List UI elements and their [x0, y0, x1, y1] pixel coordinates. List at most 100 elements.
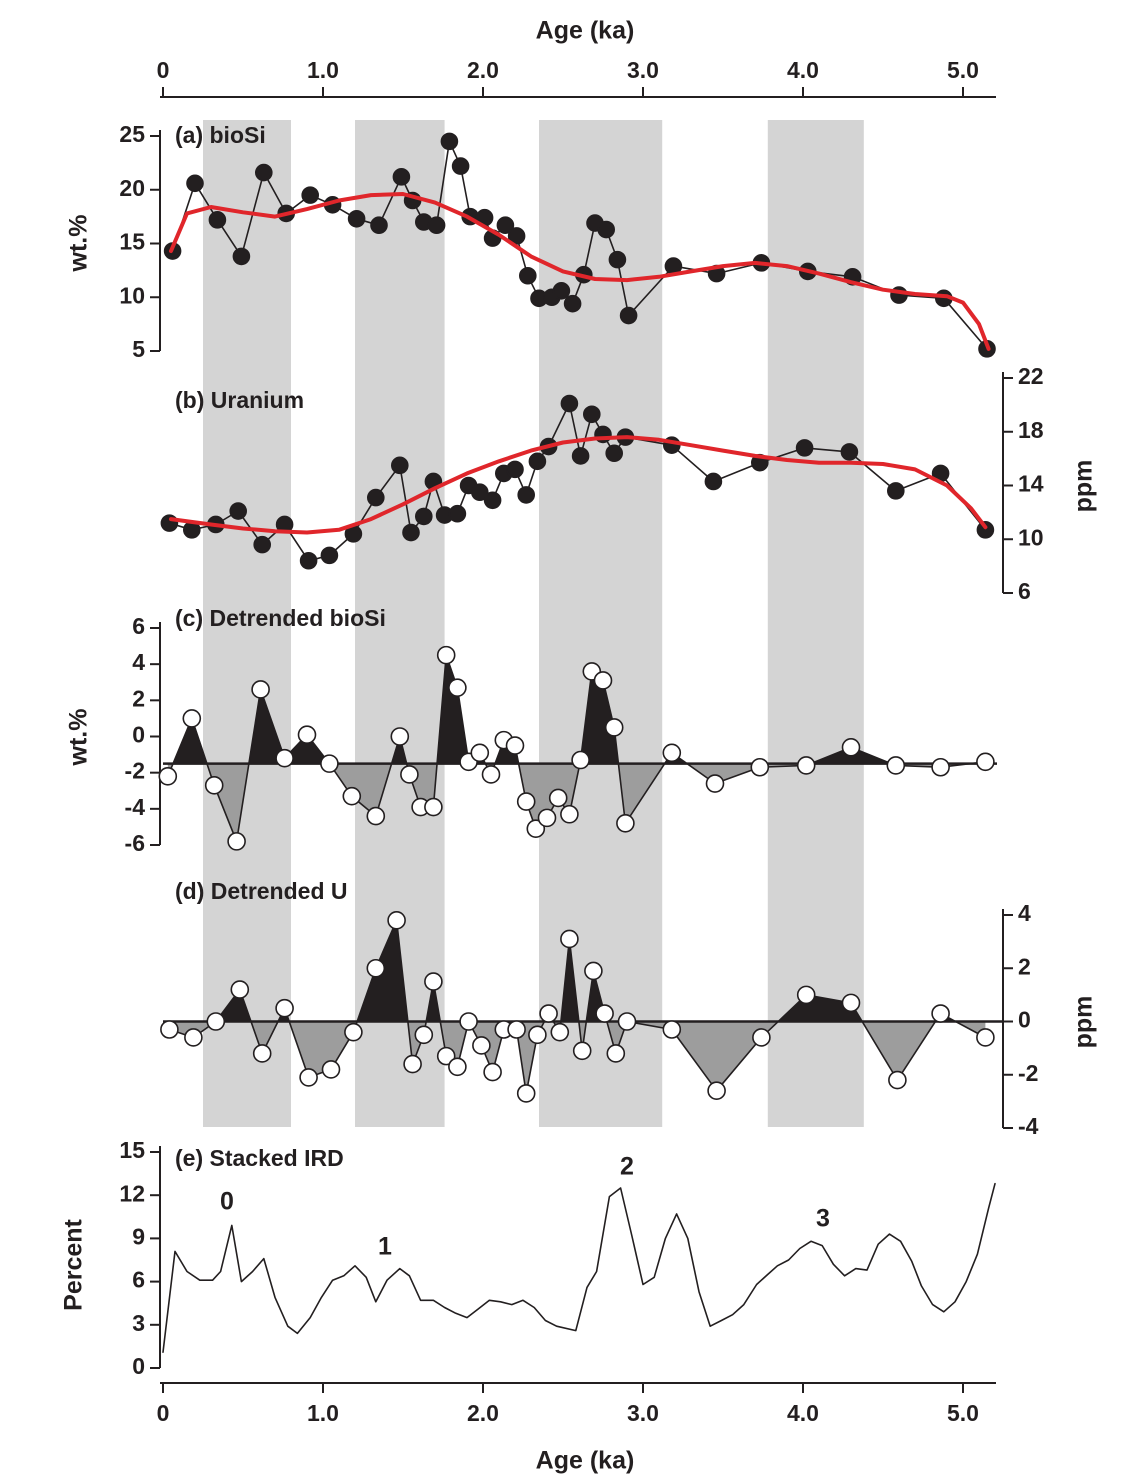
- x-tick-label: 1.0: [307, 1400, 339, 1426]
- data-point: [208, 211, 227, 229]
- data-point: [160, 514, 179, 532]
- data-point: [517, 486, 536, 504]
- y-tick-label: 9: [132, 1223, 145, 1249]
- data-point: [448, 678, 467, 697]
- y-tick-label: -6: [125, 830, 145, 856]
- data-point: [539, 1004, 558, 1023]
- y-tick-label: 20: [119, 175, 145, 201]
- x-tick-label: 5.0: [947, 57, 979, 83]
- data-point: [344, 1022, 363, 1042]
- y-tick-label: 0: [132, 1353, 145, 1379]
- data-point: [232, 247, 251, 266]
- data-point: [392, 168, 411, 186]
- data-point: [436, 1046, 456, 1066]
- panel-title: (e) Stacked IRD: [175, 1145, 344, 1171]
- data-point: [888, 1070, 907, 1090]
- y-tick-label: 4: [132, 649, 145, 675]
- y-axis-title: ppm: [1070, 996, 1098, 1049]
- data-point: [707, 1081, 726, 1101]
- y-tick-label: 12: [119, 1180, 145, 1206]
- data-point: [552, 281, 571, 300]
- data-point: [606, 1044, 626, 1063]
- x-tick-label: 0: [157, 57, 170, 83]
- y-tick-label: -4: [1018, 1113, 1039, 1139]
- data-point: [448, 1057, 467, 1077]
- data-point: [390, 456, 409, 475]
- data-point: [526, 819, 546, 839]
- y-axis-title: wt.%: [65, 215, 93, 273]
- data-point: [251, 680, 270, 699]
- annotation: 3: [816, 1205, 830, 1233]
- data-point: [931, 757, 950, 777]
- x-tick-label: 5.0: [947, 1400, 979, 1426]
- data-point: [299, 551, 318, 570]
- data-point: [507, 1020, 526, 1039]
- y-tick-label: 10: [119, 282, 145, 308]
- data-point: [414, 1025, 434, 1045]
- data-point: [342, 786, 362, 806]
- y-tick-label: 6: [1018, 578, 1031, 604]
- data-point: [186, 174, 204, 193]
- y-tick-label: 3: [132, 1310, 145, 1336]
- y-tick-label: 10: [1018, 524, 1044, 550]
- data-point: [347, 209, 366, 228]
- data-point: [182, 709, 202, 728]
- panel-title: (c) Detrended bioSi: [175, 605, 386, 631]
- y-tick-label: 2: [132, 685, 145, 711]
- data-point: [436, 645, 456, 665]
- data-point: [608, 250, 627, 269]
- data-point: [424, 972, 443, 991]
- data-point: [448, 504, 467, 523]
- data-point: [414, 507, 433, 526]
- data-point: [366, 958, 386, 978]
- data-point: [470, 743, 490, 763]
- y-tick-label: -2: [125, 758, 145, 784]
- data-point: [320, 754, 339, 773]
- x-tick-label: 3.0: [627, 1400, 659, 1426]
- data-point: [483, 491, 502, 510]
- data-point: [496, 216, 515, 235]
- data-point: [387, 911, 406, 930]
- y-tick-label: 5: [132, 336, 145, 362]
- x-axis-title: Age (ka): [536, 17, 635, 45]
- data-point: [301, 186, 320, 204]
- data-point: [750, 757, 770, 777]
- data-point: [572, 1041, 592, 1061]
- data-point: [253, 535, 272, 554]
- panel-title: (d) Detrended U: [175, 878, 348, 904]
- x-tick-label: 4.0: [787, 57, 819, 83]
- data-point: [451, 157, 470, 175]
- y-tick-label: 6: [132, 1267, 145, 1293]
- data-point: [976, 752, 995, 772]
- data-point: [752, 1028, 771, 1047]
- x-tick-label: 2.0: [467, 1400, 499, 1426]
- annotation: 2: [620, 1153, 634, 1181]
- panel-title: (b) Uranium: [175, 387, 304, 413]
- y-tick-label: 2: [1018, 953, 1031, 979]
- data-point: [537, 808, 557, 828]
- shaded-interval: [203, 120, 291, 1127]
- y-tick-label: 18: [1018, 417, 1044, 443]
- data-point: [206, 1012, 226, 1031]
- data-point: [470, 483, 489, 502]
- data-point: [582, 405, 601, 424]
- y-axis-title: ppm: [1070, 460, 1098, 513]
- data-point: [563, 294, 582, 313]
- data-point: [560, 804, 579, 824]
- panel-title: (a) bioSi: [175, 122, 266, 148]
- data-point: [402, 523, 420, 542]
- data-point: [616, 813, 635, 833]
- data-point: [841, 993, 861, 1013]
- data-point: [595, 1004, 614, 1023]
- data-point: [275, 998, 294, 1018]
- data-point: [366, 488, 385, 507]
- y-tick-label: 14: [1018, 471, 1044, 497]
- data-point: [366, 806, 386, 826]
- data-point: [390, 727, 410, 746]
- data-point: [528, 452, 547, 471]
- data-point: [619, 306, 638, 325]
- data-point: [560, 394, 579, 413]
- data-point: [976, 1028, 995, 1047]
- data-point: [299, 1068, 318, 1087]
